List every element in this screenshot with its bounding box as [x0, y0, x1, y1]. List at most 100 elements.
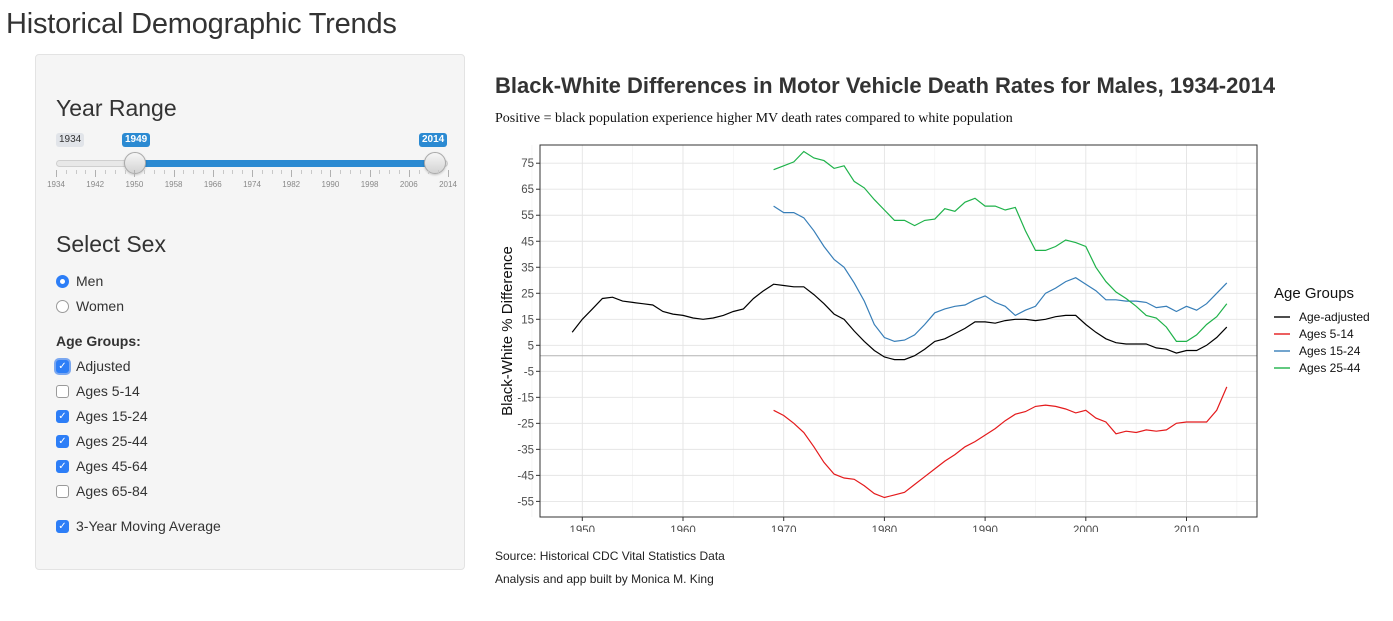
slider-tick [320, 170, 322, 174]
x-tick-label: 1990 [972, 525, 998, 532]
radio-men[interactable]: Men [56, 273, 103, 289]
checkbox-ages-45-64[interactable]: ✓ Ages 45-64 [56, 458, 148, 474]
slider-tick [105, 170, 106, 174]
x-tick-label: 1980 [872, 525, 898, 532]
sidebar-panel: Year Range 1934 1949 2014 1934 1942 1950 19… [35, 54, 465, 570]
slider-tick [448, 170, 449, 177]
y-tick-label: 75 [521, 158, 534, 170]
checkbox-ages-5-14[interactable]: Ages 5-14 [56, 383, 140, 399]
checkbox-ages-15-24[interactable]: ✓ Ages 15-24 [56, 408, 148, 424]
slider-tick [134, 170, 136, 177]
slider-grid-label: 1982 [282, 180, 301, 189]
radio-women-label: Women [76, 298, 124, 314]
y-tick-label: -35 [517, 444, 534, 456]
y-tick-label: -5 [524, 366, 534, 378]
y-tick-label: 15 [521, 314, 534, 326]
app-title: Historical Demographic Trends [6, 8, 397, 40]
credit-note: Analysis and app built by Monica M. King [495, 572, 714, 586]
y-tick-label: -25 [517, 418, 534, 430]
year-range-slider[interactable]: 1934 1949 2014 1934 1942 1950 1958 1966 1974 1… [47, 133, 457, 193]
checkbox-ages-45-64-label: Ages 45-64 [76, 458, 148, 474]
slider-tick [418, 170, 420, 174]
slider-tick [408, 170, 410, 177]
checkbox-ages-45-64-box[interactable]: ✓ [56, 459, 69, 473]
checkbox-adjusted-box[interactable]: ✓ [56, 359, 69, 373]
checkbox-moving-average-box[interactable]: ✓ [56, 519, 69, 533]
series-line-2 [773, 205, 1228, 343]
x-tick-label: 1950 [569, 525, 595, 532]
checkbox-ages-65-84-box[interactable] [56, 484, 69, 498]
checkbox-ages-25-44-box[interactable]: ✓ [56, 434, 69, 448]
slider-tick [242, 170, 244, 174]
y-tick-label: 45 [521, 236, 534, 248]
slider-tick [232, 170, 234, 174]
legend-label: Ages 5-14 [1299, 327, 1354, 341]
slider-tick [281, 170, 283, 174]
slider-tick [379, 170, 381, 174]
checkbox-moving-average[interactable]: ✓ 3-Year Moving Average [56, 518, 221, 534]
x-tick-label: 1970 [771, 525, 797, 532]
checkbox-ages-65-84[interactable]: Ages 65-84 [56, 483, 148, 499]
slider-grid-label: 2006 [399, 180, 418, 189]
checkbox-ages-5-14-box[interactable] [56, 384, 69, 398]
source-note: Source: Historical CDC Vital Statistics … [495, 549, 725, 563]
slider-tick [222, 170, 224, 174]
age-groups-label: Age Groups: [56, 333, 141, 349]
slider-grid-label: 1942 [86, 180, 105, 189]
checkbox-adjusted[interactable]: ✓ Adjusted [56, 358, 130, 374]
checkbox-ages-15-24-label: Ages 15-24 [76, 408, 148, 424]
checkbox-ages-25-44[interactable]: ✓ Ages 25-44 [56, 433, 148, 449]
y-axis-label: Black-White % Difference [499, 246, 516, 416]
slider-to-label: 2014 [419, 133, 448, 147]
slider-tick [252, 170, 253, 177]
slider-selected-range[interactable] [135, 160, 435, 167]
checkbox-ages-5-14-label: Ages 5-14 [76, 383, 140, 399]
slider-min-label: 1934 [56, 133, 85, 147]
slider-grid-label: 2014 [439, 180, 457, 189]
slider-grid-label: 1958 [164, 180, 183, 189]
slider-grid-label: 1998 [360, 180, 379, 189]
radio-men-indicator[interactable] [56, 274, 69, 288]
slider-tick [350, 170, 351, 174]
slider-tick [438, 170, 440, 174]
slider-tick [428, 170, 430, 174]
series-line-3 [773, 150, 1228, 342]
checkbox-adjusted-label: Adjusted [76, 358, 131, 374]
slider-tick [369, 170, 371, 177]
slider-grid-label: 1974 [243, 180, 261, 189]
y-tick-label: -15 [517, 392, 534, 404]
slider-tick [95, 170, 97, 177]
y-tick-label: 35 [521, 262, 534, 274]
slider-tick [301, 170, 302, 174]
radio-women[interactable]: Women [56, 298, 124, 314]
y-tick-label: 55 [521, 210, 534, 222]
checkbox-moving-average-label: 3-Year Moving Average [76, 518, 221, 534]
slider-tick [65, 170, 67, 174]
slider-tick [203, 170, 204, 174]
x-tick-label: 2010 [1174, 525, 1200, 532]
slider-tick [389, 170, 391, 174]
slider-tick [340, 170, 342, 174]
y-tick-label: 5 [528, 340, 534, 352]
y-tick-label: 65 [521, 184, 534, 196]
slider-from-label: 1949 [122, 133, 151, 147]
slider-tick [212, 170, 214, 177]
slider-tick [310, 170, 312, 174]
slider-tick [75, 170, 77, 174]
radio-women-indicator[interactable] [56, 299, 69, 313]
slider-tick [399, 170, 400, 174]
y-tick-label: 25 [521, 288, 534, 300]
slider-tick [154, 170, 155, 174]
legend-label: Ages 25-44 [1299, 361, 1361, 375]
plot-border [539, 144, 1258, 518]
slider-tick [193, 170, 195, 174]
select-sex-heading: Select Sex [56, 231, 166, 257]
slider-tick [271, 170, 273, 174]
checkbox-ages-15-24-box[interactable]: ✓ [56, 409, 69, 423]
slider-tick [85, 170, 87, 174]
chart-page-title: Black-White Differences in Motor Vehicle… [495, 73, 1276, 98]
slider-tick [173, 170, 175, 177]
line-chart: 75 65 55 45 35 25 15 5 -5 -15 -25 -35 -45 -55 1950 1960… [499, 144, 1370, 532]
slider-tick [114, 170, 116, 174]
slider-to-handle[interactable] [424, 152, 446, 174]
